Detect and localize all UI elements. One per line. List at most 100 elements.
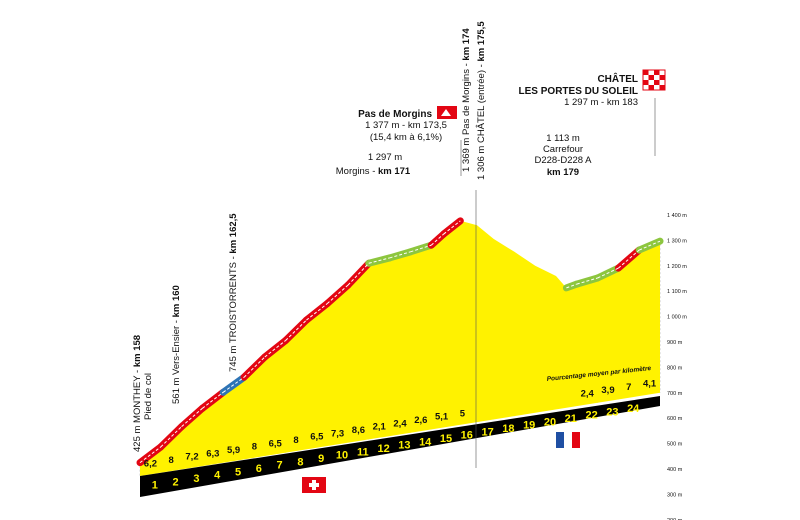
gradient-value: 8: [293, 435, 298, 446]
carrefour-km: km 179: [547, 167, 579, 178]
elevation-tick: 500 m: [667, 442, 683, 448]
gradient-value: 4,1: [643, 378, 657, 389]
gradient-value: 6,2: [144, 458, 157, 469]
band-centre-dash: [566, 283, 577, 289]
band-centre-dash: [389, 251, 411, 259]
gradient-labels: 6,2 8 7,2 6,3 5,9 8 6,5 8 6,5 7,3 8,6 2,1 2,4 2,6 5,1 5…: [144, 378, 657, 469]
elevation-tick: 600 m: [667, 416, 683, 422]
km-label: 22: [585, 410, 597, 422]
km-label: 18: [502, 423, 514, 435]
chatel-vertical-annotation: 1 306 m CHÂTEL (entrée) - km 175,5: [476, 21, 487, 180]
band-centre-dash: [347, 262, 370, 286]
km-label: 13: [398, 440, 410, 452]
elevation-tick: 900 m: [667, 340, 683, 346]
km-label: 5: [235, 466, 241, 478]
elevation-tick: 300 m: [667, 492, 683, 498]
elevation-tick: 700 m: [667, 391, 683, 397]
band-centre-dash: [222, 376, 245, 393]
km-labels: 1 2 3 4 5 6 7 8 9 10 11 12 13 14 15 16 17 18 19 20 21 22 23 24: [152, 403, 640, 492]
finish-flag-icon: [642, 69, 666, 91]
gradient-value: 3,9: [601, 385, 614, 396]
gradient-value: 6,3: [206, 448, 219, 459]
elevation-tick: 200 m: [667, 518, 683, 520]
band-centre-dash: [410, 244, 432, 253]
gradient-value: 8: [252, 442, 257, 453]
gradient-value: 7,2: [185, 452, 198, 463]
gradient-value: 5: [460, 408, 466, 419]
gradient-value: 2,6: [414, 415, 427, 426]
elevation-tick: 1 200 m: [667, 264, 687, 270]
km-label: 6: [256, 463, 262, 475]
band-centre-dash: [576, 277, 598, 285]
troistorrents-annotation: 745 m TROISTORRENTS - km 162,5: [228, 213, 239, 372]
finish-elevation: 1 297 m - km 183: [564, 97, 638, 108]
gradient-value: 5,1: [435, 412, 449, 423]
band-segment: [157, 423, 186, 451]
col-name: Pas de Morgins: [358, 109, 432, 120]
band-centre-dash: [443, 220, 461, 235]
gradient-value: 5,9: [227, 445, 240, 456]
km-label: 21: [565, 413, 577, 425]
km-label: 3: [193, 473, 199, 485]
km-base-black: [140, 396, 660, 497]
carrefour-name: Carrefour: [543, 144, 583, 155]
km-label: 7: [277, 460, 283, 472]
gradient-value: 6,5: [310, 432, 324, 443]
band-segment: [323, 281, 352, 308]
band-centre-dash: [368, 257, 390, 264]
profile-area: [140, 220, 660, 476]
km-label: 2: [173, 476, 179, 488]
col-stats: (15,4 km à 6,1%): [370, 132, 442, 143]
km-label: 19: [523, 420, 535, 432]
band-centre-dash: [430, 233, 445, 246]
gradient-value: 2,4: [393, 418, 407, 429]
finish-name: CHÂTEL: [597, 72, 638, 85]
km-label: 12: [377, 443, 389, 455]
band-centre-dash: [597, 267, 619, 279]
band-centre-dash: [618, 249, 640, 269]
elevation-tick: 1 300 m: [667, 238, 687, 244]
gradient-value: 7: [626, 382, 631, 393]
start-sub-annotation: Pied de col: [143, 373, 154, 420]
km-label: 9: [318, 453, 324, 465]
km-label: 15: [440, 433, 452, 445]
km-label: 10: [336, 450, 348, 462]
elevation-tick: 1 000 m: [667, 315, 687, 321]
gradient-value: 6,5: [269, 438, 283, 449]
km-base-strip: [140, 396, 660, 497]
band-centre-dash: [639, 240, 661, 251]
gradient-value: 8,6: [352, 425, 365, 436]
elevation-tick: 1 400 m: [667, 213, 687, 219]
swiss-flag-icon: [302, 477, 326, 493]
gradient-color-band: [136, 217, 664, 467]
gradient-value: 2,1: [373, 422, 387, 433]
band-segment: [282, 316, 310, 344]
km-label: 1: [152, 480, 158, 492]
gradient-value: 8: [169, 455, 174, 466]
band-segment: [240, 353, 269, 381]
elevation-tick: 800 m: [667, 365, 683, 371]
band-centre-dash: [202, 391, 224, 409]
elevation-axis: 1 400 m 1 300 m 1 200 m 1 100 m 1 000 m 900 m…: [667, 213, 687, 520]
gradient-value: 2,4: [581, 388, 595, 399]
km-label: 23: [606, 406, 618, 418]
vers-ensier-annotation: 561 m Vers-Ensier - km 160: [171, 285, 182, 404]
band-centre-dash: [139, 446, 162, 464]
gradient-value: 7,3: [331, 428, 344, 439]
carrefour-elevation: 1 113 m: [546, 133, 580, 144]
finish-name-2: LES PORTES DU SOLEIL: [519, 86, 638, 97]
km-label: 8: [297, 456, 303, 468]
start-annotation: 425 m MONTHEY - km 158: [132, 335, 143, 452]
km-label: 24: [627, 403, 640, 415]
morgins-annotation: Morgins - km 171: [336, 166, 411, 177]
col-flag-icon: [437, 106, 457, 119]
french-flag-icon: [556, 432, 580, 448]
elevation-tick: 400 m: [667, 467, 683, 473]
km-label: 16: [461, 430, 473, 442]
km-label: 4: [214, 470, 221, 482]
band-centre-dash: [264, 340, 286, 358]
km-label: 20: [544, 416, 556, 428]
col-elevation: 1 377 m - km 173,5: [365, 120, 447, 131]
band-centre-dash: [306, 303, 328, 321]
